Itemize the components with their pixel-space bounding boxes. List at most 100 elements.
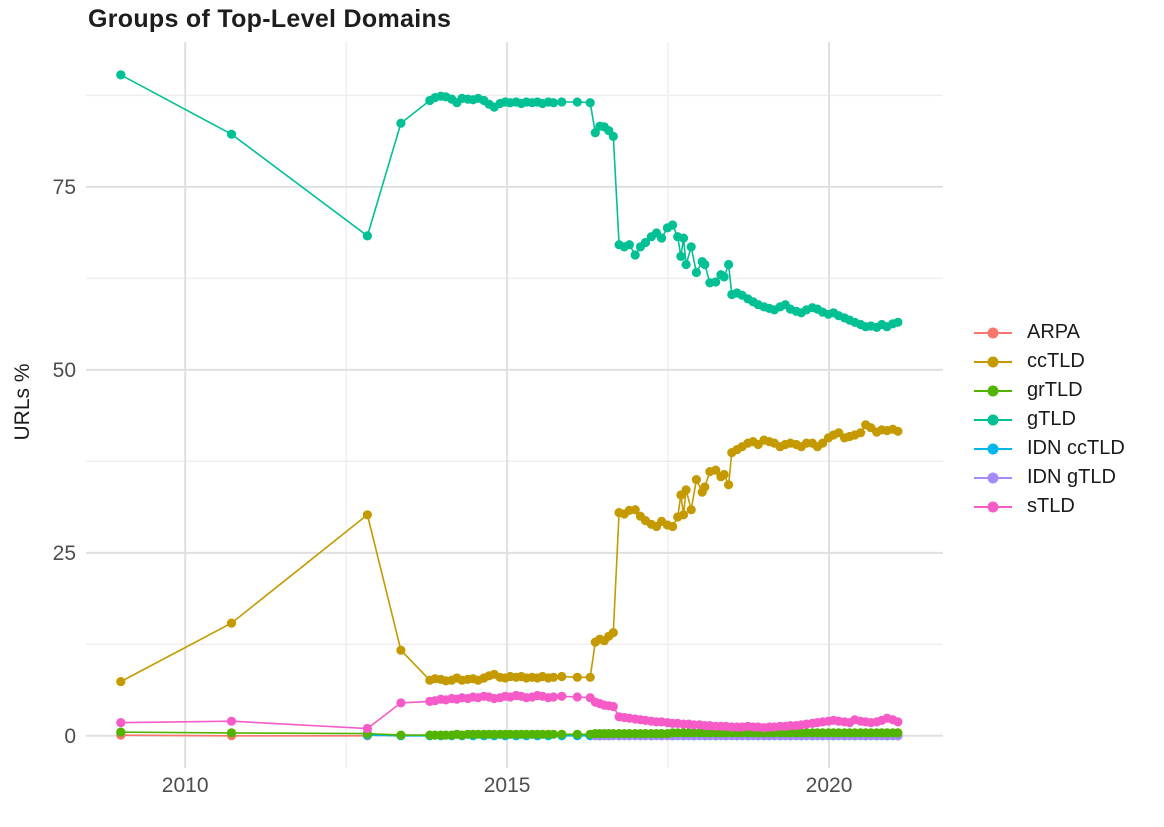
data-point bbox=[116, 677, 126, 687]
data-point bbox=[548, 692, 559, 702]
data-point bbox=[548, 672, 559, 682]
data-point bbox=[711, 277, 721, 287]
legend-key-icon bbox=[974, 356, 1012, 367]
y-tick-label: 25 bbox=[53, 542, 76, 565]
legend-key-icon bbox=[974, 327, 1012, 338]
data-point bbox=[116, 727, 126, 737]
data-point bbox=[668, 220, 678, 230]
legend-item-cctld: ccTLD bbox=[971, 347, 1125, 376]
data-point bbox=[676, 251, 686, 261]
legend-label: grTLD bbox=[1027, 379, 1083, 401]
minor-gridlines bbox=[86, 42, 943, 768]
data-point bbox=[557, 729, 567, 739]
chart-title: Groups of Top-Level Domains bbox=[88, 5, 452, 33]
data-point bbox=[893, 426, 903, 436]
data-point bbox=[893, 717, 903, 727]
data-point bbox=[856, 428, 866, 438]
series-gtld bbox=[116, 70, 903, 332]
legend-key-icon bbox=[974, 443, 1012, 454]
x-tick-label: 2010 bbox=[162, 774, 209, 797]
legend-item-arpa: ARPA bbox=[971, 318, 1125, 347]
data-point bbox=[226, 716, 237, 726]
data-point bbox=[893, 317, 903, 327]
data-point bbox=[719, 272, 729, 282]
data-point bbox=[572, 692, 582, 702]
data-point bbox=[724, 259, 734, 270]
data-point bbox=[719, 469, 729, 480]
y-tick-label: 50 bbox=[53, 359, 76, 382]
data-point bbox=[116, 70, 126, 80]
data-point bbox=[681, 259, 691, 270]
data-point bbox=[678, 233, 689, 243]
data-point bbox=[396, 118, 406, 128]
data-point bbox=[557, 691, 567, 701]
data-point bbox=[691, 475, 702, 485]
legend-label: ccTLD bbox=[1027, 350, 1085, 372]
data-point bbox=[590, 128, 600, 138]
data-point bbox=[585, 672, 595, 682]
legend-key-icon bbox=[974, 414, 1012, 425]
legend-item-idn-cctld: IDN ccTLD bbox=[971, 434, 1125, 463]
data-point bbox=[630, 250, 640, 260]
series-stld bbox=[116, 690, 903, 734]
series-cctld bbox=[116, 420, 903, 687]
data-point bbox=[226, 618, 237, 628]
axis-tick-labels: 0 25 50 75 2010 2015 2020 bbox=[53, 176, 853, 797]
data-point bbox=[686, 505, 696, 515]
data-point bbox=[548, 729, 559, 739]
data-point bbox=[724, 480, 734, 490]
x-tick-label: 2020 bbox=[806, 774, 853, 797]
data-point bbox=[557, 97, 567, 107]
data-point bbox=[608, 701, 618, 712]
data-point bbox=[711, 465, 721, 475]
data-point bbox=[572, 97, 582, 107]
legend-label: IDN gTLD bbox=[1027, 466, 1116, 488]
x-tick-label: 2015 bbox=[484, 774, 531, 797]
data-point bbox=[362, 231, 372, 241]
series-grtld bbox=[116, 727, 903, 740]
data-point bbox=[585, 98, 595, 108]
data-point bbox=[226, 129, 237, 139]
data-point bbox=[226, 728, 237, 738]
legend-label: ARPA bbox=[1027, 321, 1080, 343]
data-point bbox=[396, 730, 406, 740]
data-point bbox=[893, 728, 903, 738]
legend: ARPA ccTLD grTLD gTLD IDN ccTLD IDN gTLD sTLD bbox=[971, 318, 1125, 521]
legend-item-idn-gtld: IDN gTLD bbox=[971, 463, 1125, 492]
y-tick-label: 0 bbox=[64, 725, 76, 748]
data-point bbox=[116, 718, 126, 728]
data-point bbox=[700, 259, 710, 270]
data-point bbox=[691, 267, 702, 278]
data-point bbox=[608, 131, 618, 141]
data-point bbox=[548, 98, 559, 108]
data-point bbox=[362, 723, 372, 734]
legend-item-gtld: gTLD bbox=[971, 405, 1125, 434]
data-point bbox=[678, 510, 689, 520]
legend-key-icon bbox=[974, 472, 1012, 483]
major-gridlines bbox=[86, 42, 943, 768]
legend-key-icon bbox=[974, 501, 1012, 512]
data-point bbox=[657, 233, 667, 243]
data-point bbox=[572, 672, 582, 682]
legend-label: gTLD bbox=[1027, 408, 1076, 430]
data-point bbox=[700, 482, 710, 492]
y-axis-title: URLs % bbox=[11, 363, 34, 441]
series-line bbox=[120, 734, 368, 737]
data-point bbox=[630, 505, 640, 515]
data-point bbox=[640, 237, 651, 248]
y-tick-label: 75 bbox=[53, 176, 76, 199]
data-point bbox=[396, 645, 406, 655]
data-point bbox=[608, 628, 618, 638]
legend-key-icon bbox=[974, 385, 1012, 396]
data-point bbox=[624, 240, 635, 250]
legend-item-grtld: grTLD bbox=[971, 376, 1125, 405]
legend-label: sTLD bbox=[1027, 495, 1075, 517]
data-point bbox=[572, 729, 582, 739]
data-point bbox=[686, 242, 696, 252]
series-line bbox=[120, 74, 899, 329]
data-point bbox=[681, 485, 691, 495]
legend-item-stld: sTLD bbox=[971, 492, 1125, 521]
data-point bbox=[396, 698, 406, 708]
